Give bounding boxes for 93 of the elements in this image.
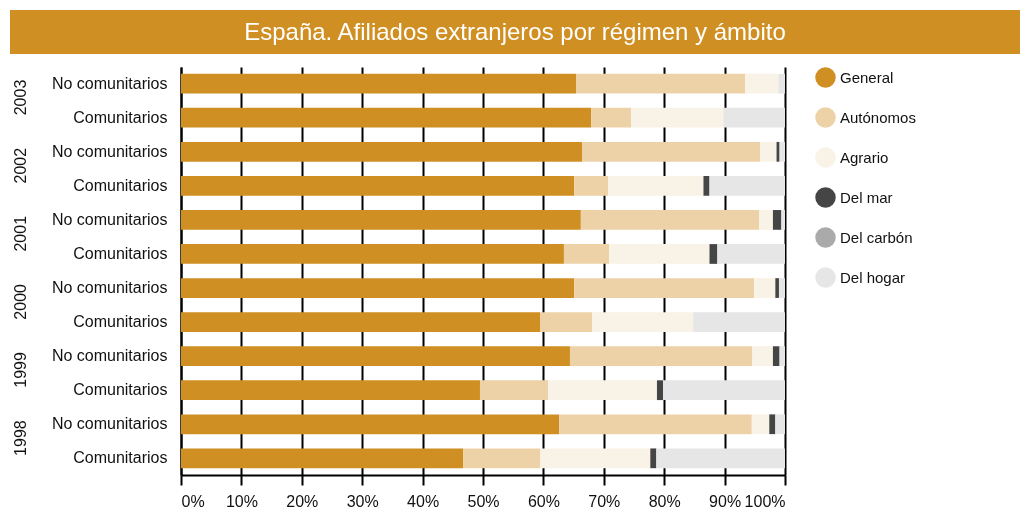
bar (760, 141, 777, 162)
bar (703, 175, 710, 196)
bar (463, 448, 541, 469)
bar (776, 141, 780, 162)
bar (775, 414, 785, 435)
bar (181, 346, 570, 367)
bar (723, 107, 785, 128)
legend-label: Del hogar (840, 268, 906, 286)
y-tick-label: No comunitarios (51, 142, 168, 160)
bar (778, 73, 785, 94)
bar (591, 107, 631, 128)
y-tick-label: No comunitarios (51, 74, 168, 92)
bar (181, 278, 575, 298)
bar (781, 210, 785, 230)
bar (181, 73, 577, 94)
bar (693, 312, 785, 332)
y-tick-label: No comunitarios (51, 347, 168, 365)
bar (751, 414, 770, 435)
bar (181, 312, 541, 332)
bar (772, 210, 782, 230)
bar (563, 244, 610, 264)
bar (630, 107, 724, 128)
bar (181, 448, 464, 469)
x-tick-label: 60% (527, 492, 560, 510)
bar (759, 210, 773, 230)
legend-label: Autónomos (840, 108, 916, 126)
text: 1999 (12, 352, 29, 388)
bar (772, 346, 780, 367)
x-tick-label: 10% (225, 492, 258, 510)
bar (559, 414, 752, 435)
bar (609, 244, 710, 264)
bar (752, 346, 773, 367)
x-tick-label: 70% (588, 492, 621, 510)
bar (574, 278, 755, 298)
x-tick-label: 0% (181, 492, 205, 510)
bar (717, 244, 785, 264)
bar (548, 380, 657, 401)
text: 2001 (12, 215, 29, 252)
bar (779, 141, 785, 162)
text: 2002 (12, 147, 29, 184)
bar (181, 380, 480, 401)
legend-label: Del carbón (840, 228, 913, 246)
bar (608, 175, 704, 196)
bar (592, 312, 694, 332)
bar (650, 448, 657, 469)
bar (181, 210, 581, 230)
x-tick-label: 20% (286, 492, 319, 510)
bar (656, 448, 785, 469)
x-tick-label: 40% (407, 492, 440, 510)
x-tick-label: 50% (467, 492, 500, 510)
y-tick-label: Comunitarios (73, 449, 168, 467)
bar (709, 175, 785, 196)
bar (540, 448, 651, 469)
y-tick-label: Comunitarios (73, 244, 168, 262)
bar (479, 380, 549, 401)
bar (574, 175, 609, 196)
bar (580, 210, 760, 230)
legend-label: Agrario (840, 148, 889, 166)
y-tick-label: Comunitarios (73, 108, 168, 126)
x-tick-label: 30% (346, 492, 379, 510)
x-tick-label: 90% (709, 492, 742, 510)
bar (582, 141, 761, 162)
y-tick-label: No comunitarios (51, 415, 168, 433)
bar (181, 244, 564, 264)
bar (181, 107, 592, 128)
bar (662, 380, 785, 401)
bar (569, 346, 753, 367)
bar (754, 278, 776, 298)
bar (576, 73, 746, 94)
y-tick-label: Comunitarios (73, 313, 168, 331)
x-tick-label: 80% (648, 492, 681, 510)
bar (181, 414, 560, 435)
legend-label: General (840, 68, 894, 86)
bar (709, 244, 718, 264)
bar (775, 278, 779, 298)
text: 2000 (12, 283, 29, 320)
bar (540, 312, 593, 332)
y-tick-label: Comunitarios (73, 381, 168, 399)
bar (181, 175, 575, 196)
y-tick-label: No comunitarios (51, 210, 168, 228)
text: 1998 (12, 420, 29, 456)
bar (778, 278, 785, 298)
legend-label: Del mar (840, 188, 893, 206)
bar (656, 380, 663, 401)
chart-title: España. Afiliados extranjeros por régimen y ámbito (10, 10, 1020, 54)
bar (181, 141, 583, 162)
bar (745, 73, 779, 94)
bar (769, 414, 776, 435)
y-tick-label: Comunitarios (73, 176, 168, 194)
x-tick-label: 100% (744, 492, 786, 510)
text: 2003 (12, 79, 29, 116)
bar (779, 346, 785, 367)
y-tick-label: No comunitarios (51, 279, 168, 297)
